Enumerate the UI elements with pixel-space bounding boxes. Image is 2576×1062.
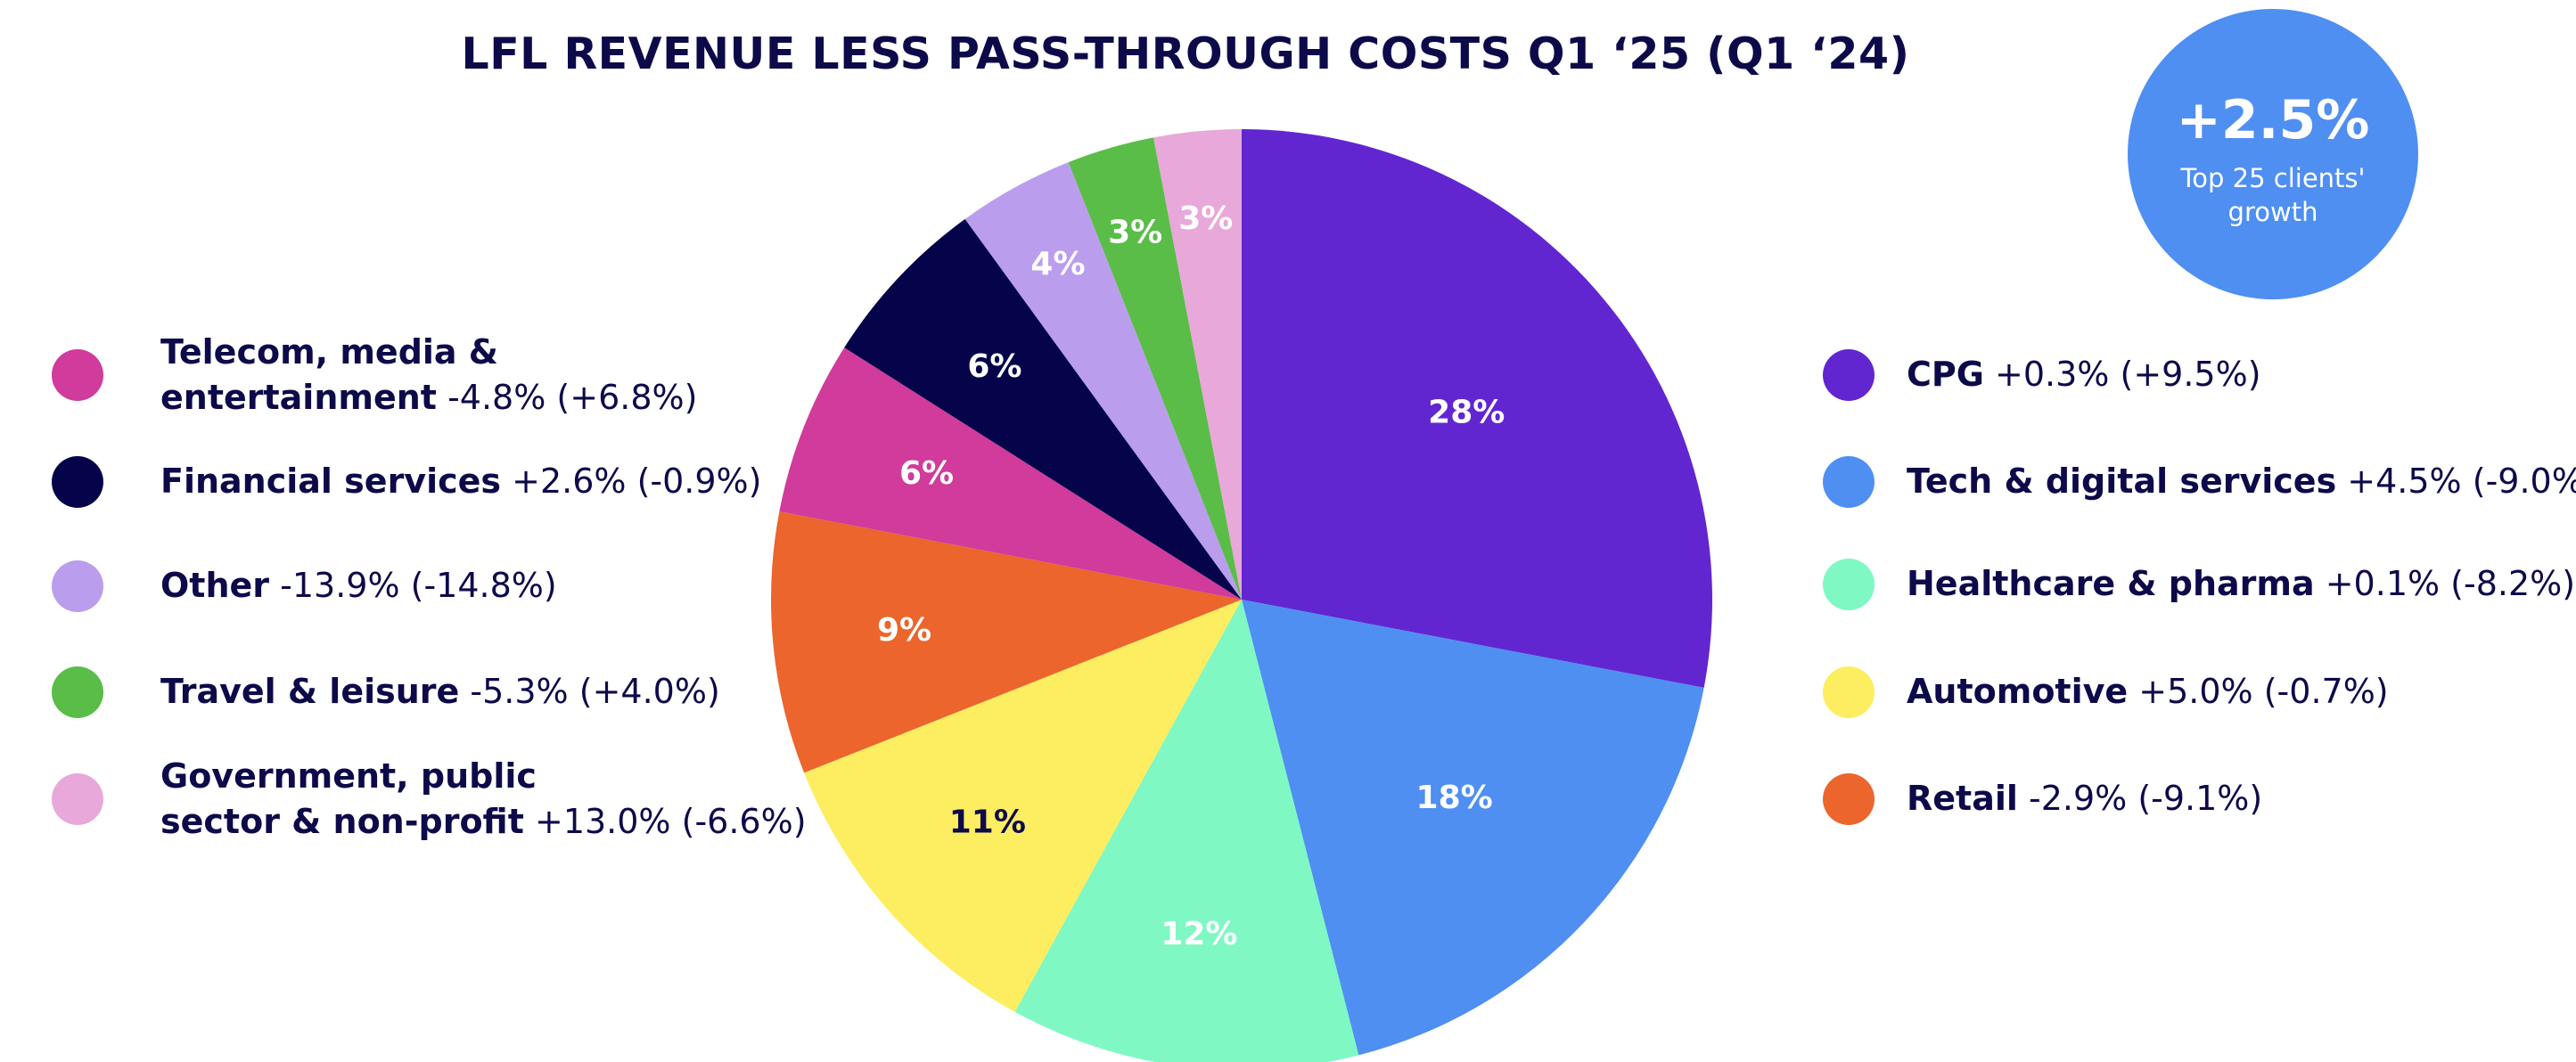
legend-swatch bbox=[52, 773, 103, 825]
pie-slice-label-cpg: 28% bbox=[1428, 394, 1505, 430]
legend-values: +4.5% (-9.0%) bbox=[2347, 462, 2576, 501]
legend-values: -13.9% (-14.8%) bbox=[280, 566, 557, 605]
pie-slice-healthcare-pharma bbox=[1014, 600, 1359, 1062]
legend-label: Financial services bbox=[160, 462, 502, 501]
pie-slice-financial-services bbox=[844, 218, 1242, 600]
legend-swatch bbox=[1823, 559, 1875, 610]
legend-swatch bbox=[52, 666, 103, 718]
badge-value: +2.5% bbox=[2176, 89, 2370, 151]
pie-slice-travel-leisure bbox=[1068, 137, 1242, 600]
pie-slice-automotive bbox=[804, 600, 1242, 1012]
pie-slice-label-automotive: 11% bbox=[949, 804, 1026, 840]
legend-label: Automotive bbox=[1907, 672, 2129, 711]
legend-label: CPG bbox=[1907, 355, 1984, 394]
legend-label: Healthcare & pharma bbox=[1907, 564, 2315, 603]
legend-swatch bbox=[1823, 773, 1875, 825]
legend-swatch bbox=[1823, 349, 1875, 401]
pie-slice-label-government-public-sector-non-profit: 3% bbox=[1178, 200, 1233, 237]
legend-values: +13.0% (-6.6%) bbox=[534, 802, 807, 841]
pie-slice-label-retail: 9% bbox=[877, 612, 931, 649]
top-clients-growth-badge: +2.5% Top 25 clients' growth bbox=[2128, 9, 2418, 299]
pie-slice-government-public-sector-non-profit bbox=[1153, 129, 1242, 600]
legend-values: -5.3% (+4.0%) bbox=[470, 672, 720, 711]
chart-title: LFL REVENUE LESS PASS-THROUGH COSTS Q1 ‘… bbox=[461, 29, 1910, 79]
legend-swatch bbox=[1823, 666, 1875, 718]
legend-swatch bbox=[52, 560, 103, 612]
legend-label: sector & non-profit bbox=[160, 802, 524, 841]
legend-swatch bbox=[52, 349, 103, 401]
legend-swatch bbox=[1823, 456, 1875, 508]
legend-values: +2.6% (-0.9%) bbox=[512, 462, 762, 501]
legend-values: -2.9% (-9.1%) bbox=[2029, 779, 2263, 818]
legend-label: Tech & digital services bbox=[1907, 462, 2337, 501]
legend-label: Retail bbox=[1907, 779, 2018, 818]
legend-values: -4.8% (+6.8%) bbox=[447, 378, 698, 417]
legend-swatch bbox=[52, 456, 103, 508]
pie-slice-tech-digital-services bbox=[1242, 600, 1704, 1056]
badge-caption: Top 25 clients' growth bbox=[2180, 163, 2366, 227]
pie-slice-telecom-media-entertainment bbox=[779, 347, 1242, 600]
pie-slice-label-healthcare-pharma: 12% bbox=[1161, 916, 1237, 952]
legend-label-line1: Government, public bbox=[160, 756, 537, 796]
pie-slice-cpg bbox=[1242, 129, 1713, 688]
legend-values: +5.0% (-0.7%) bbox=[2138, 672, 2389, 711]
pie-labels: 28% 18% 12% 11% 9% 6% 6% 4% 3% 3% bbox=[877, 200, 1505, 952]
pie-slice-label-other: 4% bbox=[1030, 246, 1085, 282]
legend-values: +0.3% (+9.5%) bbox=[1995, 355, 2261, 394]
pie-slice-retail bbox=[771, 511, 1242, 773]
pie-slices bbox=[771, 129, 1713, 1062]
legend-values: +0.1% (-8.2%) bbox=[2325, 564, 2576, 603]
pie-slice-label-telecom-media-entertainment: 6% bbox=[899, 455, 954, 492]
pie-slice-other bbox=[964, 162, 1242, 600]
legend-label: Other bbox=[160, 566, 270, 605]
legend-label: entertainment bbox=[160, 378, 437, 417]
pie-slice-label-tech-digital-services: 18% bbox=[1416, 780, 1493, 816]
legend-label: Travel & leisure bbox=[160, 672, 460, 711]
pie-slice-label-travel-leisure: 3% bbox=[1108, 214, 1162, 250]
legend-label-line1: Telecom, media & bbox=[160, 332, 498, 372]
pie-slice-label-financial-services: 6% bbox=[967, 348, 1021, 385]
